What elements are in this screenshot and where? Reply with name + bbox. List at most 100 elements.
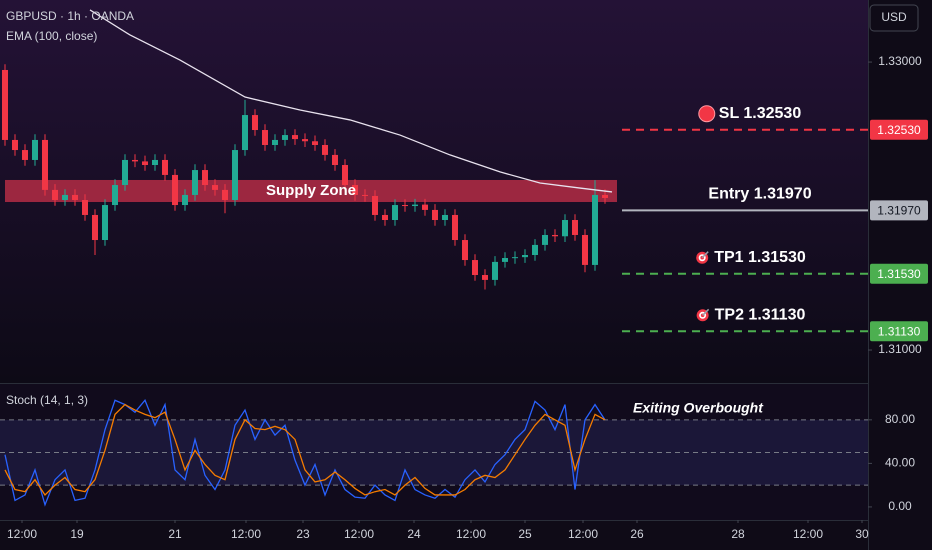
- x-tick-label: 30: [855, 527, 869, 541]
- candle-body: [312, 141, 318, 145]
- candle-body: [342, 165, 348, 186]
- stop-icon: [698, 105, 716, 123]
- candle-body: [572, 220, 578, 235]
- currency-button[interactable]: [869, 4, 919, 32]
- candle-body: [242, 115, 248, 151]
- candle-body: [62, 194, 68, 200]
- x-tick-label: 28: [731, 527, 745, 541]
- candle-body: [282, 135, 288, 140]
- x-tick-label: 19: [70, 527, 84, 541]
- candle-body: [382, 214, 388, 221]
- target-icon: [701, 251, 709, 259]
- candle-body: [142, 161, 148, 166]
- x-tick-label: 12:00: [568, 527, 598, 541]
- price-badge-label: 1.31530: [877, 267, 921, 281]
- candle-body: [122, 159, 128, 186]
- x-tick-label: 12:00: [231, 527, 261, 541]
- candle-body: [352, 185, 358, 195]
- indicator-label: EMA (100, close): [6, 29, 97, 43]
- zone-label: Supply Zone: [266, 182, 356, 199]
- currency: USD: [881, 10, 907, 24]
- candle-body: [82, 199, 88, 215]
- candle-body: [412, 204, 418, 207]
- candle-body: [402, 205, 408, 207]
- x-tick-label: 12:00: [344, 527, 374, 541]
- stoch-title: Stoch (14, 1, 3): [6, 393, 88, 407]
- x-tick-label: 23: [296, 527, 310, 541]
- y-tick-label: 40.00: [885, 456, 915, 470]
- y-tick-label: 80.00: [885, 412, 915, 426]
- candle-body: [222, 189, 228, 200]
- y-tick-label: 1.31000: [878, 342, 922, 356]
- candle-body: [32, 139, 38, 160]
- target-icon: [702, 308, 710, 316]
- x-tick-label: 12:00: [793, 527, 823, 541]
- plot: 12:00 19 21 12:00 23 12:00 24 12:00 25 12:00 26 28 1…: [0, 9, 928, 541]
- price-badge-label: 1.31970: [877, 204, 921, 218]
- candle-body: [202, 170, 208, 186]
- level-label: Entry 1.31970: [708, 186, 811, 203]
- candle-body: [212, 185, 218, 190]
- x-tick-label: 12:00: [7, 527, 37, 541]
- candle-body: [102, 205, 108, 241]
- candle-body: [602, 194, 608, 198]
- candle-body: [392, 205, 398, 221]
- candle-body: [452, 214, 458, 241]
- candle-body: [542, 234, 548, 245]
- candle-body: [432, 209, 438, 221]
- candle-body: [582, 234, 588, 265]
- candle-body: [92, 214, 98, 241]
- price-badge-label: 1.32530: [877, 123, 921, 137]
- candle-body: [502, 258, 508, 262]
- candle-body: [472, 260, 478, 276]
- price-badge: [870, 321, 928, 342]
- stoch-line: [4, 398, 606, 507]
- level-label: SL 1.32530: [719, 105, 802, 122]
- x-tick-label: 24: [407, 527, 421, 541]
- candle-body: [492, 261, 498, 280]
- time-axis: [0, 520, 868, 550]
- candle-body: [522, 254, 528, 258]
- candle-body: [12, 139, 18, 151]
- candle-body: [512, 257, 518, 259]
- x-tick-label: 21: [168, 527, 182, 541]
- candle-body: [192, 170, 198, 195]
- candle-body: [72, 194, 78, 200]
- candle-body: [252, 115, 258, 131]
- level-label: TP1 1.31530: [714, 249, 806, 266]
- candle-body: [462, 240, 468, 261]
- candle-body: [232, 150, 238, 200]
- candle-body: [42, 139, 48, 190]
- candle-body: [52, 189, 58, 200]
- candle-body: [152, 159, 158, 166]
- candle-body: [442, 214, 448, 221]
- y-tick-label: 1.33000: [878, 54, 922, 68]
- candle-body: [262, 130, 268, 145]
- candle-body: [2, 69, 8, 140]
- candle-body: [22, 150, 28, 160]
- level-label: TP2 1.31130: [715, 307, 806, 324]
- stoch-line: [4, 403, 606, 496]
- candle-body: [132, 159, 138, 162]
- candle-body: [272, 139, 278, 145]
- candle-body: [172, 174, 178, 206]
- candle-body: [562, 220, 568, 237]
- price-badge: [870, 263, 928, 284]
- candle-body: [112, 185, 118, 206]
- price-badge: [870, 119, 928, 140]
- candle-body: [302, 139, 308, 142]
- y-tick-label: 0.00: [888, 499, 912, 513]
- candle-body: [162, 159, 168, 175]
- candle-body: [372, 195, 378, 215]
- x-tick-label: 26: [630, 527, 644, 541]
- x-tick-label: 12:00: [456, 527, 486, 541]
- price-badge: [870, 200, 928, 221]
- candle-body: [292, 135, 298, 140]
- candle-body: [332, 154, 338, 166]
- x-tick-label: 25: [518, 527, 532, 541]
- candle-body: [552, 234, 558, 237]
- annotation: Exiting Overbought: [633, 400, 764, 416]
- candle-body: [362, 194, 368, 196]
- candle-body: [322, 144, 328, 155]
